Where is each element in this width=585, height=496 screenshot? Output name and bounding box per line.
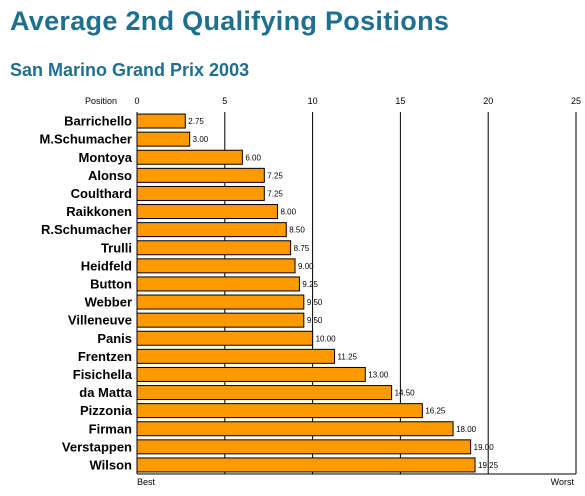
- data-label: 3.00: [193, 135, 209, 144]
- bar: [136, 439, 472, 455]
- bar: [136, 113, 186, 129]
- category-label: M.Schumacher: [40, 132, 132, 147]
- chart-subtitle: San Marino Grand Prix 2003: [10, 60, 250, 80]
- chart-title: Average 2nd Qualifying Positions: [10, 6, 450, 36]
- category-label: Heidfeld: [81, 258, 132, 273]
- category-label: Fisichella: [73, 367, 133, 382]
- category-label: Webber: [85, 295, 132, 310]
- bar: [136, 348, 336, 364]
- data-label: 9.25: [302, 280, 318, 289]
- data-label: 7.25: [267, 189, 283, 198]
- category-label: Firman: [89, 421, 132, 436]
- category-label: Pizzonia: [80, 403, 133, 418]
- data-label: 9.00: [298, 262, 314, 271]
- category-label: R.Schumacher: [41, 222, 132, 237]
- axis-start-label: Best: [137, 477, 156, 487]
- x-axis-label: Position: [85, 96, 117, 106]
- data-label: 11.25: [338, 352, 358, 361]
- data-label: 8.75: [294, 244, 310, 253]
- bar: [136, 222, 287, 238]
- category-label: Panis: [97, 331, 132, 346]
- data-label: 19.00: [474, 443, 495, 452]
- data-label: 8.50: [289, 226, 305, 235]
- x-tick-label: 0: [134, 96, 139, 106]
- data-label: 14.50: [395, 389, 416, 398]
- bar: [136, 167, 265, 183]
- data-label: 6.00: [245, 153, 261, 162]
- bar: [136, 149, 243, 165]
- bar: [136, 185, 265, 201]
- data-label: 2.75: [188, 117, 204, 126]
- bar: [136, 421, 454, 437]
- category-label: Raikkonen: [66, 204, 132, 219]
- labels: 0 5 10 15 20 25 Position Best Worst Barrichello 2.…: [40, 96, 581, 487]
- bar: [136, 403, 423, 419]
- data-label: 9.50: [307, 316, 323, 325]
- category-label: Coulthard: [71, 186, 132, 201]
- bar: [136, 330, 314, 346]
- bar: [136, 131, 191, 147]
- category-label: Villeneuve: [68, 313, 132, 328]
- bar: [136, 258, 296, 274]
- category-label: Alonso: [88, 168, 132, 183]
- category-label: Frentzen: [78, 349, 132, 364]
- data-label: 8.00: [280, 208, 296, 217]
- x-tick-label: 5: [222, 96, 227, 106]
- x-tick-label: 10: [308, 96, 318, 106]
- data-label: 18.00: [456, 425, 477, 434]
- bars: [136, 113, 476, 473]
- data-label: 13.00: [368, 370, 389, 379]
- bar: [136, 457, 476, 473]
- axis-end-label: Worst: [551, 477, 575, 487]
- bar: [136, 294, 305, 310]
- data-label: 10.00: [316, 334, 337, 343]
- category-label: Button: [90, 276, 132, 291]
- x-tick-label: 15: [395, 96, 405, 106]
- bar: [136, 204, 278, 220]
- bar: [136, 276, 300, 292]
- x-tick-label: 25: [571, 96, 581, 106]
- category-label: Montoya: [79, 150, 133, 165]
- bar: [136, 240, 292, 256]
- category-label: Wilson: [90, 457, 133, 472]
- category-label: da Matta: [79, 385, 133, 400]
- bar: [136, 366, 366, 382]
- bar: [136, 385, 393, 401]
- data-label: 16.25: [425, 407, 446, 416]
- data-label: 19.25: [478, 461, 499, 470]
- category-label: Barrichello: [64, 114, 132, 129]
- gridlines: [136, 112, 577, 475]
- bar: [136, 312, 305, 328]
- category-label: Trulli: [101, 240, 132, 255]
- category-label: Verstappen: [62, 439, 132, 454]
- x-tick-label: 20: [483, 96, 493, 106]
- data-label: 7.25: [267, 171, 283, 180]
- data-label: 9.50: [307, 298, 323, 307]
